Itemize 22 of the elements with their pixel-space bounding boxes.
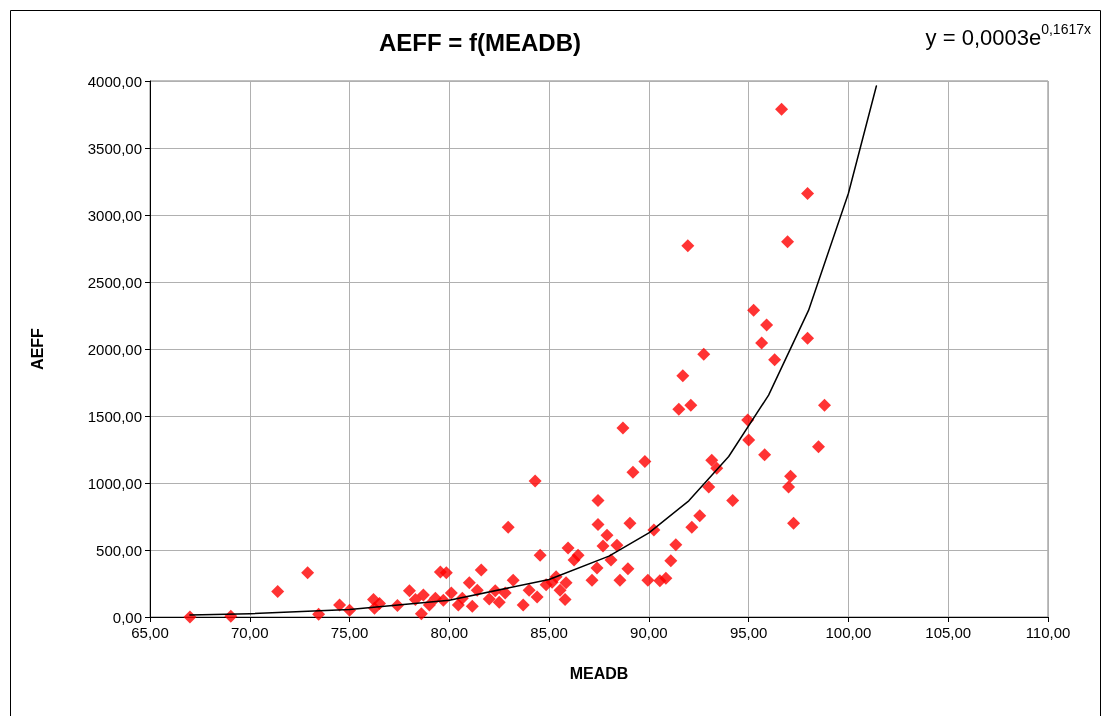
chart-title: AEFF = f(MEADB)	[379, 28, 581, 56]
x-tick-label: 80,00	[430, 624, 469, 641]
x-tick-label: 100,00	[825, 624, 872, 641]
x-tick-label: 65,00	[131, 624, 169, 641]
x-tick-label: 105,00	[925, 624, 972, 641]
y-tick-label: 1500,00	[87, 407, 142, 425]
y-tick-label: 2500,00	[87, 273, 142, 291]
y-axis-title: AEFF	[28, 327, 46, 370]
y-tick-label: 500,00	[96, 541, 142, 559]
x-tick-label: 95,00	[729, 624, 768, 641]
y-tick-label: 2000,00	[87, 340, 142, 358]
x-tick-label: 85,00	[530, 624, 568, 641]
x-tick-label: 75,00	[330, 624, 369, 641]
x-tick-label: 70,00	[231, 624, 269, 641]
y-tick-label: 1000,00	[87, 474, 142, 492]
y-tick-label: 3000,00	[87, 206, 142, 224]
x-tick-label: 90,00	[630, 624, 668, 641]
x-tick-label: 110,00	[1025, 624, 1071, 641]
x-axis-title: MEADB	[569, 664, 629, 682]
y-tick-label: 3500,00	[87, 139, 142, 157]
y-tick-label: 4000,00	[87, 72, 142, 90]
y-tick-label: 0,00	[112, 608, 142, 626]
